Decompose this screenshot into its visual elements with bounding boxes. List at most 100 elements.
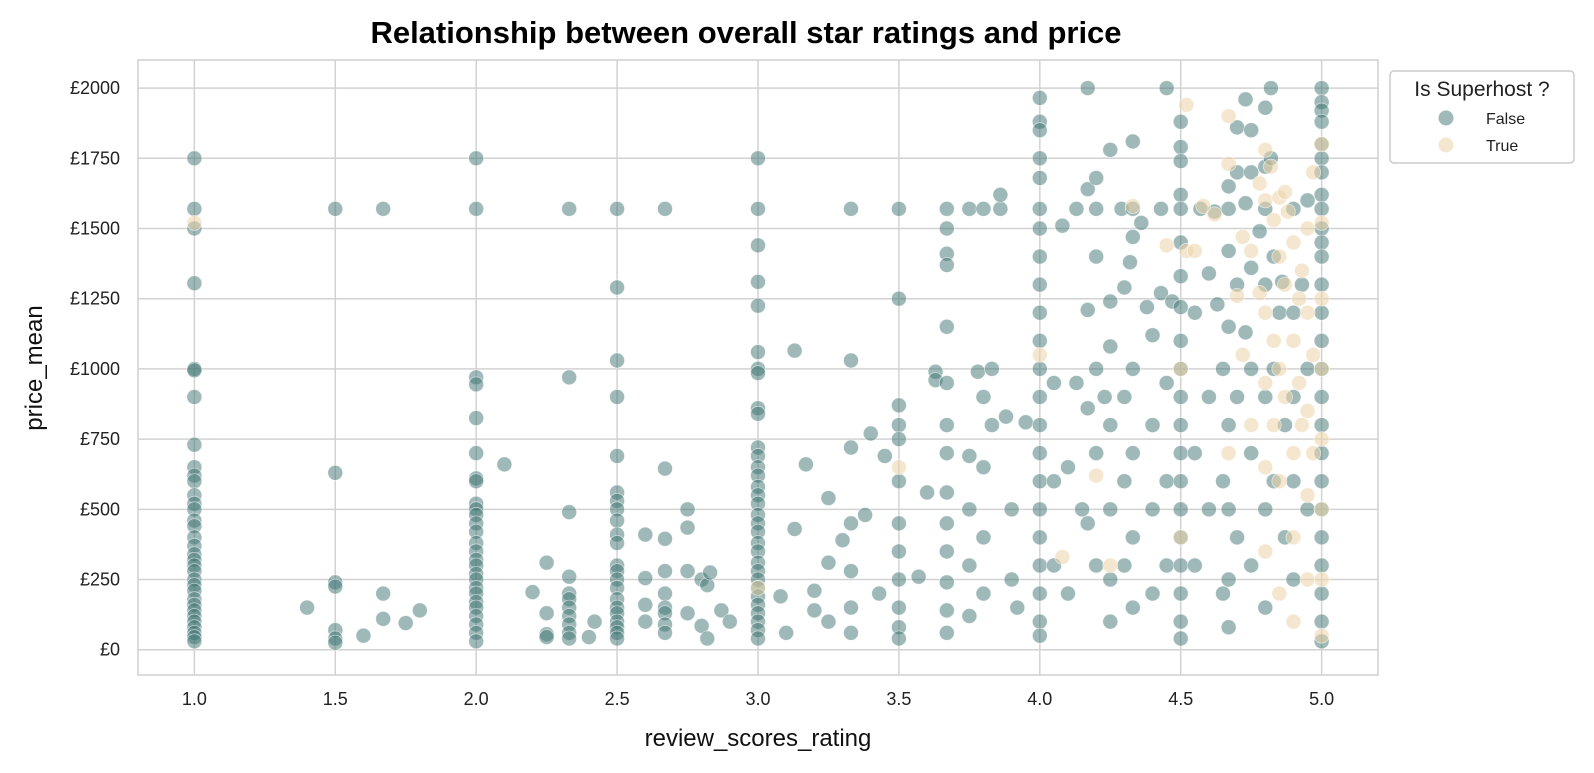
scatter-point-true	[1285, 234, 1302, 251]
scatter-point-false	[1031, 529, 1048, 546]
scatter-point-false	[1046, 375, 1062, 391]
scatter-point-false	[1116, 473, 1133, 490]
scatter-point-false	[186, 473, 203, 490]
scatter-point-false	[1031, 417, 1048, 433]
scatter-point-false	[750, 273, 766, 290]
scatter-point-false	[998, 408, 1014, 425]
scatter-point-false	[1237, 324, 1254, 341]
scatter-point-false	[1031, 304, 1048, 321]
scatter-point-false	[891, 630, 907, 647]
scatter-point-false	[1294, 276, 1310, 293]
scatter-point-false	[1172, 200, 1189, 217]
legend-title: Is Superhost ?	[1414, 78, 1549, 101]
scatter-point-true	[1265, 212, 1282, 228]
scatter-point-false	[1172, 186, 1189, 203]
chart-title: Relationship between overall star rating…	[370, 15, 1121, 50]
scatter-point-false	[891, 431, 907, 448]
scatter-point-false	[891, 599, 907, 616]
scatter-point-true	[891, 459, 907, 476]
scatter-point-false	[938, 574, 955, 591]
scatter-point-false	[609, 200, 625, 217]
scatter-point-false	[1201, 265, 1217, 282]
scatter-point-false	[1243, 445, 1260, 462]
scatter-point-false	[524, 584, 541, 601]
scatter-point-false	[657, 563, 673, 579]
scatter-point-false	[721, 613, 738, 630]
scatter-point-false	[820, 554, 837, 571]
scatter-point-false	[843, 624, 859, 641]
y-tick-label: £0	[100, 640, 120, 660]
scatter-point-false	[561, 369, 578, 386]
scatter-point-false	[1209, 296, 1226, 313]
x-axis-label: review_scores_rating	[645, 725, 872, 752]
scatter-point-false	[1124, 229, 1141, 245]
scatter-point-true	[1158, 237, 1175, 254]
scatter-point-false	[1243, 122, 1260, 139]
scatter-point-false	[1031, 276, 1048, 293]
scatter-point-false	[843, 352, 859, 369]
scatter-point-false	[843, 515, 859, 532]
scatter-point-false	[1172, 473, 1189, 490]
y-tick-label: £750	[80, 429, 120, 449]
scatter-point-true	[1220, 108, 1237, 125]
scatter-point-false	[961, 557, 978, 574]
scatter-point-false	[1172, 417, 1189, 433]
scatter-point-false	[750, 150, 766, 167]
scatter-point-false	[891, 571, 907, 588]
scatter-point-false	[375, 585, 392, 602]
scatter-point-false	[1215, 473, 1231, 490]
scatter-point-false	[1220, 571, 1237, 588]
scatter-point-false	[1031, 501, 1048, 518]
scatter-point-false	[1031, 332, 1048, 349]
scatter-point-true	[1299, 403, 1316, 419]
scatter-point-false	[891, 473, 907, 490]
scatter-point-false	[1172, 113, 1189, 130]
scatter-point-true	[1265, 417, 1282, 433]
scatter-point-false	[961, 608, 978, 624]
scatter-point-false	[961, 448, 978, 464]
scatter-point-false	[468, 150, 485, 167]
scatter-point-false	[1060, 459, 1076, 476]
scatter-point-false	[1243, 361, 1260, 377]
scatter-point-false	[1313, 276, 1330, 293]
scatter-point-false	[975, 459, 992, 476]
scatter-point-true	[1102, 557, 1119, 574]
legend-marker-false	[1438, 110, 1454, 126]
scatter-point-false	[1172, 153, 1189, 169]
scatter-point-true	[1291, 290, 1307, 307]
scatter-point-false	[1271, 304, 1288, 321]
scatter-point-false	[397, 615, 414, 631]
scatter-point-true	[1271, 361, 1288, 377]
scatter-point-false	[938, 543, 955, 560]
scatter-point-false	[1088, 200, 1105, 217]
scatter-point-false	[1031, 90, 1048, 106]
scatter-point-false	[975, 200, 992, 217]
scatter-point-false	[992, 200, 1009, 217]
scatter-point-false	[637, 613, 654, 630]
scatter-point-false	[1031, 170, 1048, 186]
scatter-point-false	[186, 150, 203, 167]
scatter-point-false	[876, 448, 893, 464]
scatter-point-false	[1313, 613, 1330, 630]
scatter-point-false	[1263, 80, 1279, 96]
scatter-point-false	[1079, 400, 1096, 417]
scatter-point-false	[1124, 529, 1141, 546]
scatter-point-false	[1031, 627, 1048, 644]
scatter-point-false	[1229, 389, 1245, 405]
scatter-point-false	[1285, 304, 1302, 321]
scatter-point-false	[699, 630, 716, 647]
scatter-point-false	[609, 279, 625, 296]
scatter-point-false	[1158, 80, 1175, 96]
scatter-point-false	[561, 630, 578, 647]
scatter-point-true	[1243, 243, 1260, 259]
scatter-point-true	[1251, 175, 1268, 192]
scatter-point-false	[938, 220, 955, 237]
scatter-point-false	[1299, 501, 1316, 518]
x-tick-label: 1.5	[323, 689, 348, 709]
scatter-point-false	[1031, 150, 1048, 167]
scatter-point-false	[938, 602, 955, 619]
scatter-point-false	[778, 624, 795, 641]
scatter-point-false	[1172, 585, 1189, 602]
scatter-point-false	[375, 200, 392, 217]
